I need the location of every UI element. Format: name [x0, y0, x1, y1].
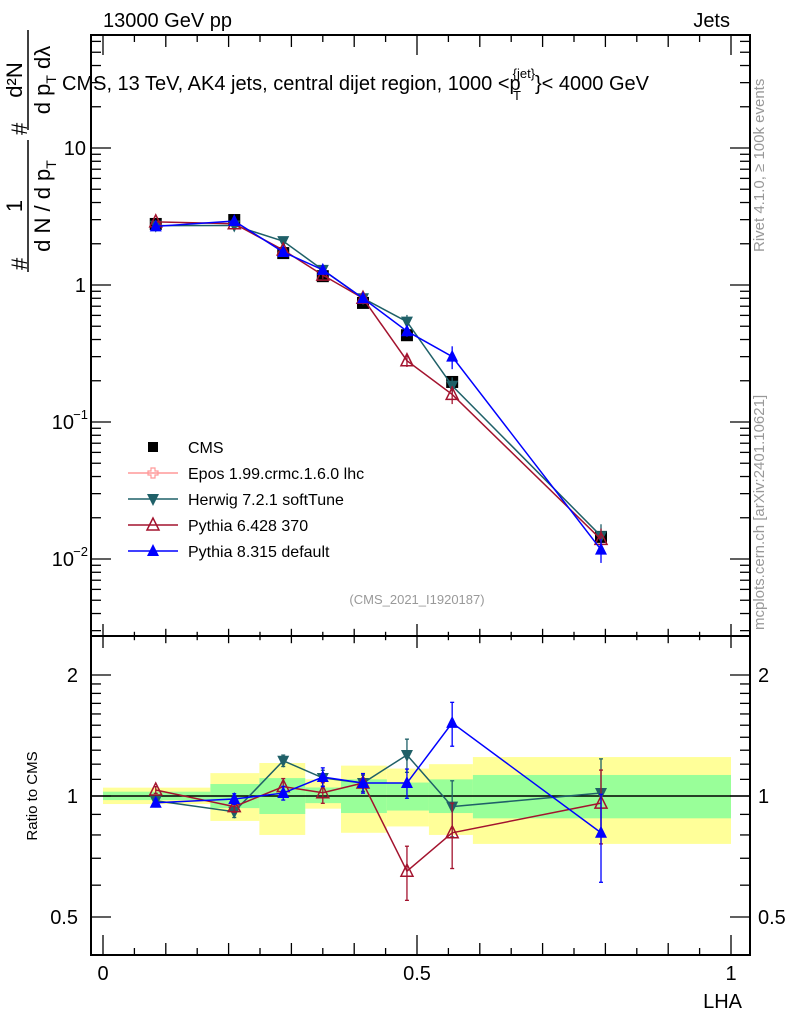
triangle-up-marker [446, 715, 459, 728]
y-tick-label: 1 [75, 275, 86, 297]
legend-label: CMS [188, 440, 224, 457]
ratio-line [155, 782, 602, 873]
y-axis-title-main: # 1 d N / d pT # d²N d pT dλ [2, 30, 59, 272]
ratio-y-tick-label: 1 [67, 786, 78, 808]
header-left: 13000 GeV pp [103, 10, 232, 32]
ratio-y-tick-label: 0.5 [50, 907, 78, 929]
main-line [155, 224, 602, 537]
triangle-up-marker [277, 245, 290, 258]
ylabel-one: 1 [2, 200, 27, 212]
triangle-up-marker [228, 791, 241, 804]
plot-title-tail: }< 4000 GeV [535, 73, 650, 95]
ratio-y-tick-label-right: 1 [758, 786, 769, 808]
x-tick-label: 0 [97, 963, 108, 985]
open-triangle-marker [227, 797, 242, 813]
triangle-up-marker [149, 795, 162, 808]
ratio-y-tick-label: 2 [67, 665, 78, 687]
open-triangle-marker [399, 352, 415, 367]
y-tick-label: 10 [52, 412, 74, 434]
legend-item-pythia8: Pythia 8.315 default [128, 544, 330, 561]
ratio-y-tick-label-right: 2 [758, 665, 769, 687]
legend-label: Pythia 6.428 370 [188, 518, 308, 535]
mcplots-label: mcplots.cern.ch [arXiv:2401.10621] [751, 395, 768, 630]
legend: CMS Epos 1.99.crmc.1.6.0 lhc Herwig 7.2.1 … [128, 440, 364, 561]
rivet-label: Rivet 4.1.0, ≥ 100k events [751, 79, 768, 252]
triangle-down-marker [400, 316, 413, 329]
plot-title-sub: T [513, 88, 521, 103]
legend-label: Herwig 7.2.1 softTune [188, 492, 344, 509]
triangle-down-marker [277, 755, 290, 768]
ratio-line [155, 721, 602, 834]
triangle-up-marker [446, 349, 459, 362]
triangle-up-marker [277, 786, 290, 799]
y-tick-label: 10 [64, 138, 86, 160]
y-tick-exponent: −1 [73, 407, 88, 422]
open-triangle-marker [444, 824, 460, 839]
x-tick-label: 0.5 [403, 963, 431, 985]
series-pythia8 [149, 214, 608, 883]
legend-item-pythia6: Pythia 6.428 370 [128, 516, 308, 535]
y-tick-exponent: −2 [73, 544, 88, 559]
triangle-up-marker [149, 219, 162, 232]
legend-label: Pythia 8.315 default [188, 544, 330, 561]
open-triangle-marker [399, 862, 415, 877]
open-cross-marker [147, 467, 159, 479]
data-marks [148, 213, 609, 902]
triangle-up-marker [356, 291, 369, 304]
ylabel-den2: d pT dλ [30, 46, 59, 115]
ratio-uncertainty-bands [91, 757, 750, 844]
triangle-down-marker [147, 494, 159, 506]
open-triangle-marker [148, 781, 163, 796]
y-tick-label: 10 [52, 549, 74, 571]
triangle-up-marker [228, 214, 241, 227]
triangle-up-marker [400, 776, 413, 789]
open-triangle-marker [444, 385, 460, 401]
legend-item-epos: Epos 1.99.crmc.1.6.0 lhc [128, 466, 364, 483]
legend-item-cms: CMS [148, 440, 224, 457]
ylabel-num2: d²N [2, 62, 27, 97]
x-tick-label: 1 [725, 963, 736, 985]
triangle-down-marker [400, 749, 413, 762]
triangle-up-marker [147, 544, 159, 556]
plot-title-sup: {jet} [513, 66, 536, 81]
header-right: Jets [693, 10, 730, 32]
ylabel-hash-1: # [7, 257, 32, 270]
plot-title: CMS, 13 TeV, AK4 jets, central dijet reg… [62, 66, 650, 103]
ratio-y-tick-label-right: 0.5 [758, 907, 786, 929]
triangle-up-marker [356, 776, 369, 789]
legend-item-herwig: Herwig 7.2.1 softTune [128, 492, 344, 509]
main-line [155, 221, 602, 540]
ylabel-hash-2: # [7, 122, 32, 135]
triangle-up-marker [595, 825, 608, 838]
open-triangle-marker [145, 516, 161, 531]
analysis-id: (CMS_2021_I1920187) [349, 592, 484, 607]
square-marker [148, 442, 158, 452]
triangle-up-marker [316, 262, 329, 275]
ylabel-den1: d N / d pT [30, 160, 59, 252]
main-line [155, 220, 602, 551]
y-axis-title-ratio: Ratio to CMS [24, 751, 41, 840]
open-triangle-marker [315, 784, 331, 799]
triangle-up-marker [400, 324, 413, 337]
plot-title-main: CMS, 13 TeV, AK4 jets, central dijet reg… [62, 73, 521, 95]
triangle-up-marker [316, 769, 329, 782]
triangle-up-marker [595, 542, 608, 555]
legend-label: Epos 1.99.crmc.1.6.0 lhc [188, 466, 364, 483]
x-axis-title: LHA [703, 991, 743, 1013]
